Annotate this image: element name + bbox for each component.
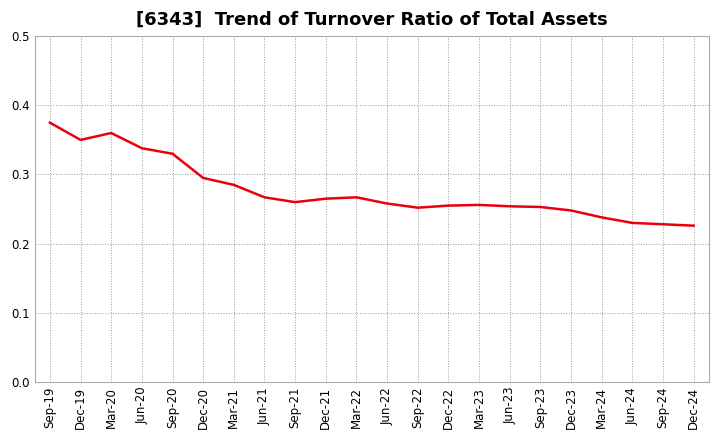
Title: [6343]  Trend of Turnover Ratio of Total Assets: [6343] Trend of Turnover Ratio of Total … bbox=[136, 11, 608, 29]
